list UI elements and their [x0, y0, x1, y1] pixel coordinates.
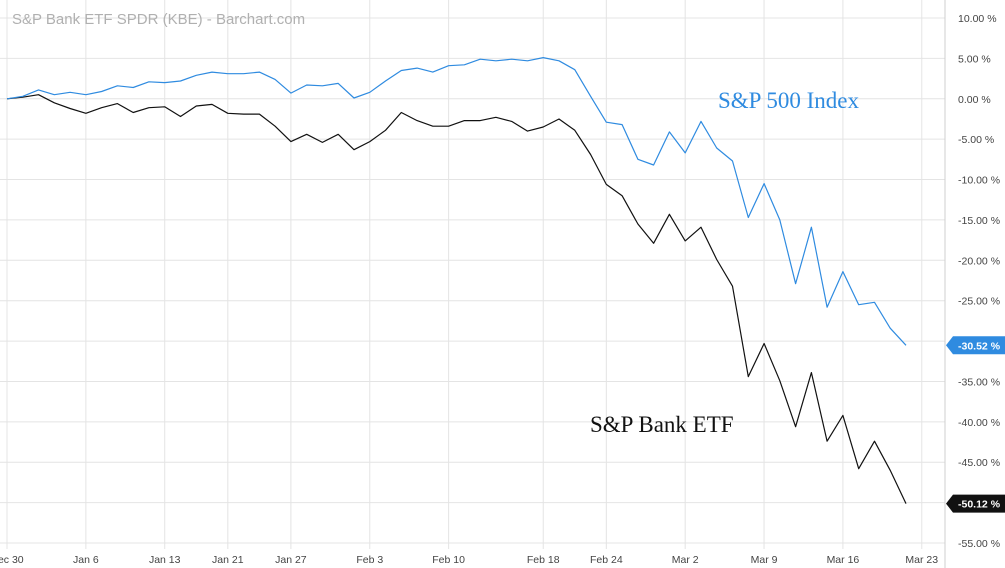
badge-label: -50.12 %: [958, 499, 1001, 511]
x-tick-label: Feb 24: [590, 554, 623, 566]
y-tick-label: 0.00 %: [958, 94, 991, 106]
y-axis: 10.00 % 5.00 % 0.00 % -5.00 % -10.00 % -15.00…: [958, 13, 1000, 550]
series-lines: [6, 56, 907, 504]
x-tick-label: Jan 13: [149, 554, 181, 566]
y-tick-label: -25.00 %: [958, 296, 1000, 308]
x-tick-label: Feb 3: [356, 554, 383, 566]
y-tick-label: -40.00 %: [958, 417, 1000, 429]
badge-shape: [946, 336, 1005, 355]
badge-shape: [946, 494, 1005, 513]
y-tick-label: -10.00 %: [958, 175, 1000, 187]
last-value-badge: -50.12 %: [946, 494, 1005, 513]
chart-title: S&P Bank ETF SPDR (KBE) - Barchart.com: [12, 11, 305, 28]
y-tick-label: 5.00 %: [958, 53, 991, 65]
series-line-bank-etf: [6, 94, 907, 504]
last-value-badges: -30.52 % -50.12 %: [946, 336, 1005, 513]
x-tick-label: Jan 27: [275, 554, 307, 566]
y-tick-label: -20.00 %: [958, 255, 1000, 267]
x-tick-label: Jan 21: [212, 554, 244, 566]
y-tick-label: -5.00 %: [958, 134, 994, 146]
chart-grid: [0, 0, 946, 568]
y-tick-label: -35.00 %: [958, 376, 1000, 388]
y-tick-label: -45.00 %: [958, 457, 1000, 469]
x-tick-label: Mar 9: [751, 554, 778, 566]
y-tick-label: -55.00 %: [958, 538, 1000, 550]
x-tick-label: Mar 23: [905, 554, 938, 566]
badge-label: -30.52 %: [958, 340, 1001, 352]
series-annotations: S&P 500 Index S&P Bank ETF: [590, 88, 859, 437]
series-line-sp500: [6, 56, 907, 346]
x-tick-label: Mar 2: [672, 554, 699, 566]
y-tick-label: 10.00 %: [958, 13, 997, 25]
series-annotation: S&P Bank ETF: [590, 412, 734, 437]
series-annotation: S&P 500 Index: [718, 88, 859, 113]
last-value-badge: -30.52 %: [946, 336, 1005, 355]
x-tick-label: Mar 16: [827, 554, 860, 566]
x-tick-label: Feb 18: [527, 554, 560, 566]
y-tick-label: -15.00 %: [958, 215, 1000, 227]
x-tick-label: Feb 10: [432, 554, 465, 566]
x-axis: Dec 30 Jan 6 Jan 13 Jan 21 Jan 27 Feb 3 Feb 10…: [0, 554, 938, 566]
x-tick-label: Jan 6: [73, 554, 99, 566]
x-tick-label: Dec 30: [0, 554, 24, 566]
